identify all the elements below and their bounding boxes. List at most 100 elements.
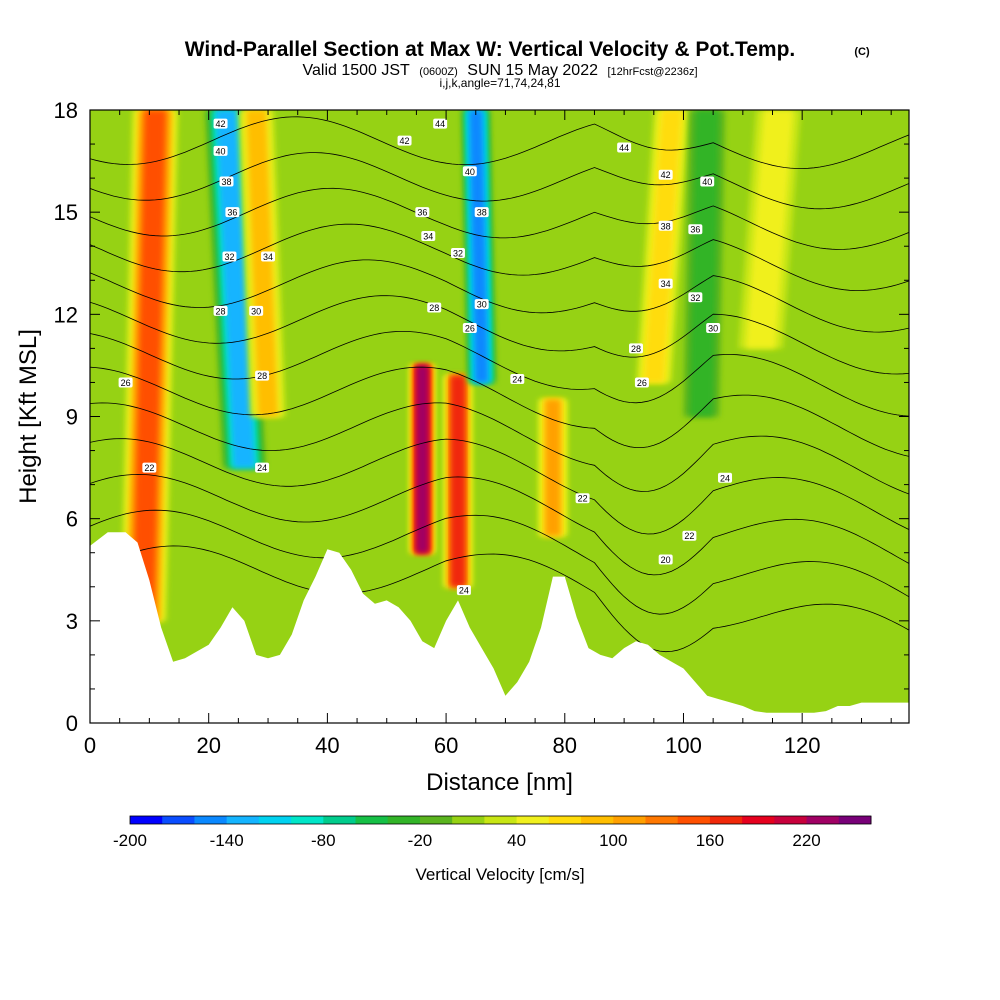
velocity-band [689, 110, 720, 417]
contour-label: 42 [213, 118, 228, 129]
y-tick-label: 12 [54, 302, 78, 327]
contour-label-text: 40 [465, 167, 475, 177]
contour-label: 40 [462, 166, 477, 177]
contour-label: 26 [118, 377, 133, 388]
colorbar-swatch [419, 816, 453, 824]
contour-label-text: 42 [400, 136, 410, 146]
contour-label-text: 30 [251, 306, 261, 316]
contour-label: 22 [575, 493, 590, 504]
colorbar-swatch [291, 816, 324, 824]
contour-label-text: 36 [227, 208, 237, 218]
contour-label-text: 32 [453, 249, 463, 259]
velocity-bands [120, 110, 801, 621]
contour-label-text: 28 [257, 371, 267, 381]
contour-label: 38 [474, 207, 489, 218]
contour-label-text: 34 [263, 252, 273, 262]
x-tick-label: 100 [665, 733, 702, 758]
velocity-band [745, 110, 794, 349]
colorbar-tick-label: 40 [507, 831, 526, 850]
velocity-band [450, 375, 466, 587]
contour-label: 38 [219, 176, 234, 187]
y-tick-label: 3 [66, 609, 78, 634]
velocity-band [416, 365, 429, 553]
contour-label: 34 [421, 231, 436, 242]
contour-label: 36 [688, 224, 703, 235]
y-tick-label: 15 [54, 200, 78, 225]
velocity-cell [683, 110, 726, 417]
contour-label-text: 40 [216, 146, 226, 156]
contour-label-text: 34 [423, 232, 433, 242]
velocity-cell [120, 110, 179, 621]
contour-label-text: 38 [661, 221, 671, 231]
contour-label-text: 30 [708, 323, 718, 333]
contour-label-text: 24 [257, 463, 267, 473]
grid-indices: i,j,k,angle=71,74,24,81 [439, 76, 560, 90]
contour-label: 34 [261, 251, 276, 262]
colorbar-tick-label: 220 [792, 831, 820, 850]
contour-label: 36 [415, 207, 430, 218]
contour-label: 28 [629, 343, 643, 354]
theta-contour-line [90, 187, 909, 250]
contour-label: 24 [255, 462, 270, 473]
contour-label-text: 36 [690, 225, 700, 235]
x-axis-label: Distance [nm] [426, 769, 573, 796]
x-tick-label: 20 [196, 733, 220, 758]
theta-contour-line [90, 366, 909, 457]
colorbar: -200 -140 -80 -20 40 100 160 220 [113, 815, 872, 850]
colorbar-tick-label: 100 [599, 831, 627, 850]
theta-contour-line [90, 545, 909, 653]
contour-label-text: 42 [216, 119, 226, 129]
contour-label: 28 [213, 305, 228, 316]
contour-label: 26 [634, 377, 649, 388]
x-tick-label: 60 [434, 733, 458, 758]
contour-label: 30 [474, 299, 489, 310]
theta-contour-line [90, 509, 909, 615]
contour-label: 24 [718, 472, 733, 483]
colorbar-swatch [226, 816, 260, 824]
colorbar-tick-label: 160 [696, 831, 724, 850]
x-tick-label: 40 [315, 733, 339, 758]
contour-label: 32 [222, 251, 237, 262]
contour-label-text: 44 [619, 143, 629, 153]
contour-label-text: 24 [459, 586, 469, 596]
contour-label: 32 [450, 248, 465, 259]
contour-label: 24 [456, 585, 471, 596]
contour-label: 42 [658, 169, 673, 180]
valid-date: SUN 15 May 2022 [467, 62, 598, 79]
contour-label-text: 22 [144, 463, 154, 473]
colorbar-swatch [581, 816, 614, 824]
colorbar-swatch [645, 816, 679, 824]
contour-label-text: 24 [512, 375, 522, 385]
theta-contour-line [90, 402, 909, 495]
valid-time: Valid 1500 JST [303, 62, 411, 79]
contour-label-text: 42 [661, 170, 671, 180]
colorbar-swatch [838, 816, 872, 824]
theta-contour-line [90, 331, 909, 417]
contour-label: 38 [658, 220, 673, 231]
velocity-band [132, 110, 167, 621]
theta-contour-line [90, 295, 909, 375]
velocity-cell [408, 365, 436, 553]
y-tick-label: 0 [66, 711, 78, 736]
contour-label: 40 [213, 145, 228, 156]
chart-title: Wind-Parallel Section at Max W: Vertical… [185, 38, 796, 61]
velocity-band [215, 110, 255, 468]
chart-subtitle: Valid 1500 JST (0600Z) SUN 15 May 2022 [… [303, 62, 698, 79]
contour-label: 26 [462, 322, 477, 333]
valid-time-utc: (0600Z) [419, 66, 458, 78]
contour-label: 36 [225, 207, 240, 218]
contour-label: 28 [255, 370, 270, 381]
x-tick-label: 80 [553, 733, 577, 758]
colorbar-swatch [130, 816, 163, 824]
contour-label-text: 32 [224, 252, 234, 262]
contour-label-text: 26 [637, 378, 647, 388]
contour-label: 32 [688, 292, 703, 303]
colorbar-tick-label: -140 [210, 831, 244, 850]
contour-label-text: 34 [661, 279, 671, 289]
colorbar-swatch [355, 816, 389, 824]
contour-label-text: 22 [578, 494, 588, 504]
contour-label-text: 28 [429, 303, 439, 313]
